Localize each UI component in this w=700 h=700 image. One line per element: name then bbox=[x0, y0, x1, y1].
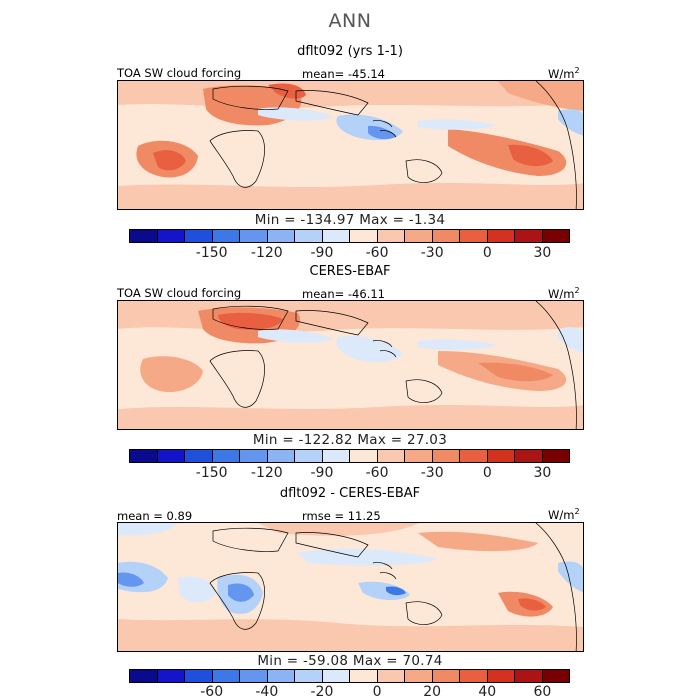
colorbar-swatch bbox=[185, 230, 213, 242]
colorbar-swatch bbox=[157, 670, 185, 682]
colorbar-tick-label: -90 bbox=[310, 465, 334, 481]
panel3-map bbox=[117, 522, 584, 652]
colorbar-swatch bbox=[542, 230, 569, 242]
panel2-field-label: TOA SW cloud forcing bbox=[117, 286, 242, 300]
colorbar-swatch bbox=[405, 450, 433, 462]
colorbar-tick-label: 20 bbox=[423, 684, 442, 700]
colorbar-swatch bbox=[350, 230, 378, 242]
colorbar-swatch bbox=[487, 670, 515, 682]
colorbar-tick-label: -60 bbox=[200, 684, 224, 700]
panel1-map-field bbox=[118, 81, 583, 209]
colorbar-tick-label: 30 bbox=[533, 465, 552, 481]
colorbar-swatch bbox=[130, 670, 158, 682]
colorbar-swatch bbox=[267, 670, 295, 682]
panel1-units: W/m2 bbox=[548, 66, 580, 81]
colorbar-swatch bbox=[295, 670, 323, 682]
colorbar-tick-label: -40 bbox=[255, 684, 279, 700]
colorbar-swatch bbox=[432, 670, 460, 682]
colorbar-tick-label: 40 bbox=[478, 684, 497, 700]
colorbar-tick-label: -60 bbox=[365, 245, 389, 261]
colorbar-swatch bbox=[542, 450, 569, 462]
colorbar-swatch bbox=[350, 450, 378, 462]
colorbar-swatch bbox=[377, 230, 405, 242]
colorbar-swatch bbox=[157, 450, 185, 462]
panel2-map bbox=[117, 300, 584, 430]
colorbar-tick-label: -20 bbox=[310, 684, 334, 700]
colorbar-tick-label: 60 bbox=[533, 684, 552, 700]
colorbar-swatch bbox=[487, 230, 515, 242]
colorbar-swatch bbox=[487, 450, 515, 462]
colorbar-tick-label: -30 bbox=[420, 465, 444, 481]
colorbar-tick-label: 30 bbox=[533, 245, 552, 261]
panel1-colorbar bbox=[129, 229, 570, 243]
panel3-map-field bbox=[118, 523, 583, 651]
colorbar-swatch bbox=[405, 670, 433, 682]
colorbar-swatch bbox=[130, 230, 158, 242]
panel3-rmse-label: rmse = 11.25 bbox=[302, 509, 381, 523]
colorbar-tick-label: 0 bbox=[482, 465, 492, 481]
colorbar-tick-label: -150 bbox=[195, 465, 228, 481]
colorbar-swatch bbox=[542, 670, 569, 682]
colorbar-swatch bbox=[240, 450, 268, 462]
colorbar-tick-label: -90 bbox=[310, 245, 334, 261]
panel2-units: W/m2 bbox=[548, 286, 580, 301]
panel1-minmax: Min = -134.97 Max = -1.34 bbox=[254, 212, 446, 228]
panel3-units: W/m2 bbox=[548, 507, 580, 522]
panel1-map bbox=[117, 80, 584, 210]
colorbar-tick-label: -120 bbox=[250, 245, 283, 261]
panel2-subtitle: CERES-EBAF bbox=[309, 264, 391, 279]
colorbar-swatch bbox=[185, 450, 213, 462]
colorbar-swatch bbox=[130, 450, 158, 462]
colorbar-swatch bbox=[515, 450, 543, 462]
colorbar-swatch bbox=[267, 450, 295, 462]
colorbar-swatch bbox=[432, 450, 460, 462]
colorbar-swatch bbox=[377, 670, 405, 682]
colorbar-swatch bbox=[460, 230, 488, 242]
panel1-subtitle: dflt092 (yrs 1-1) bbox=[297, 44, 403, 59]
panel3-mean-label: mean = 0.89 bbox=[117, 509, 193, 523]
panel2-minmax: Min = -122.82 Max = 27.03 bbox=[252, 432, 448, 448]
colorbar-tick-label: -150 bbox=[195, 245, 228, 261]
colorbar-tick-label: 0 bbox=[372, 684, 382, 700]
colorbar-swatch bbox=[240, 230, 268, 242]
colorbar-tick-label: -30 bbox=[420, 245, 444, 261]
colorbar-swatch bbox=[515, 230, 543, 242]
colorbar-tick-label: 0 bbox=[482, 245, 492, 261]
plot-title: ANN bbox=[328, 10, 372, 32]
colorbar-tick-label: -120 bbox=[250, 465, 283, 481]
panel1-mean-label: mean= -45.14 bbox=[302, 67, 385, 81]
panel3-subtitle: dflt092 - CERES-EBAF bbox=[279, 486, 421, 501]
colorbar-swatch bbox=[185, 670, 213, 682]
panel2-map-field bbox=[118, 301, 583, 429]
colorbar-swatch bbox=[212, 230, 240, 242]
colorbar-swatch bbox=[322, 230, 350, 242]
colorbar-swatch bbox=[322, 670, 350, 682]
colorbar-swatch bbox=[350, 670, 378, 682]
panel2-colorbar bbox=[129, 449, 570, 463]
panel2-mean-label: mean= -46.11 bbox=[302, 287, 385, 301]
panel3-colorbar bbox=[129, 669, 570, 683]
panel3-minmax: Min = -59.08 Max = 70.74 bbox=[257, 653, 443, 669]
colorbar-tick-label: -60 bbox=[365, 465, 389, 481]
colorbar-swatch bbox=[240, 670, 268, 682]
colorbar-swatch bbox=[377, 450, 405, 462]
colorbar-swatch bbox=[212, 450, 240, 462]
colorbar-swatch bbox=[157, 230, 185, 242]
colorbar-swatch bbox=[515, 670, 543, 682]
colorbar-swatch bbox=[295, 450, 323, 462]
colorbar-swatch bbox=[267, 230, 295, 242]
colorbar-swatch bbox=[460, 450, 488, 462]
colorbar-swatch bbox=[322, 450, 350, 462]
panel1-field-label: TOA SW cloud forcing bbox=[117, 66, 242, 80]
colorbar-swatch bbox=[212, 670, 240, 682]
colorbar-swatch bbox=[460, 670, 488, 682]
colorbar-swatch bbox=[295, 230, 323, 242]
colorbar-swatch bbox=[405, 230, 433, 242]
colorbar-swatch bbox=[432, 230, 460, 242]
